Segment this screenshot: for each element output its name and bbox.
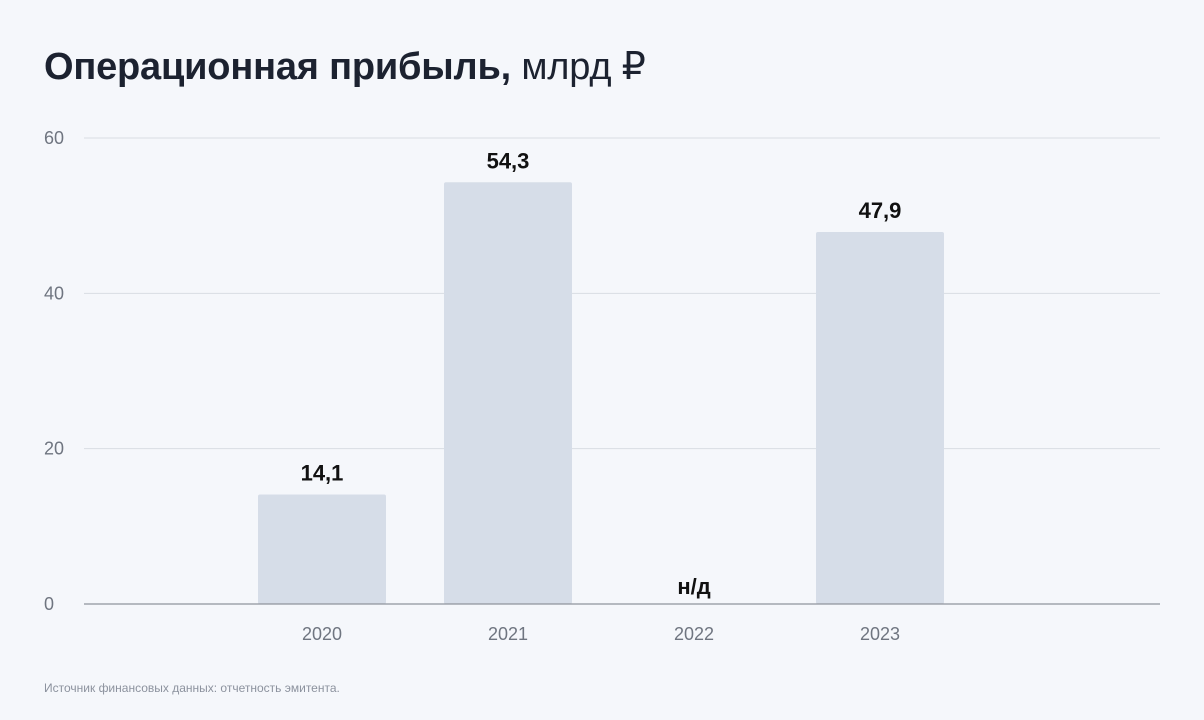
y-tick-label: 0 [44,594,54,614]
bar-2020 [258,494,386,604]
value-label-2022: н/д [677,574,710,599]
bar-2021 [444,182,572,604]
chart-title: Операционная прибыль, млрд ₽ [44,44,646,89]
y-tick-label: 40 [44,283,64,303]
chart-title-unit: млрд ₽ [521,46,646,88]
y-tick-label: 20 [44,439,64,459]
value-label-2020: 14,1 [301,460,344,485]
source-note: Источник финансовых данных: отчетность э… [44,681,340,695]
bar-2023 [816,231,944,604]
x-tick-label-2020: 2020 [302,624,342,644]
value-label-2021: 54,3 [487,148,530,173]
x-tick-label-2021: 2021 [488,624,528,644]
x-tick-label-2022: 2022 [674,624,714,644]
chart-title-main: Операционная прибыль, [44,46,511,88]
y-tick-label: 60 [44,128,64,148]
value-label-2023: 47,9 [859,198,902,223]
x-tick-label-2023: 2023 [860,624,900,644]
